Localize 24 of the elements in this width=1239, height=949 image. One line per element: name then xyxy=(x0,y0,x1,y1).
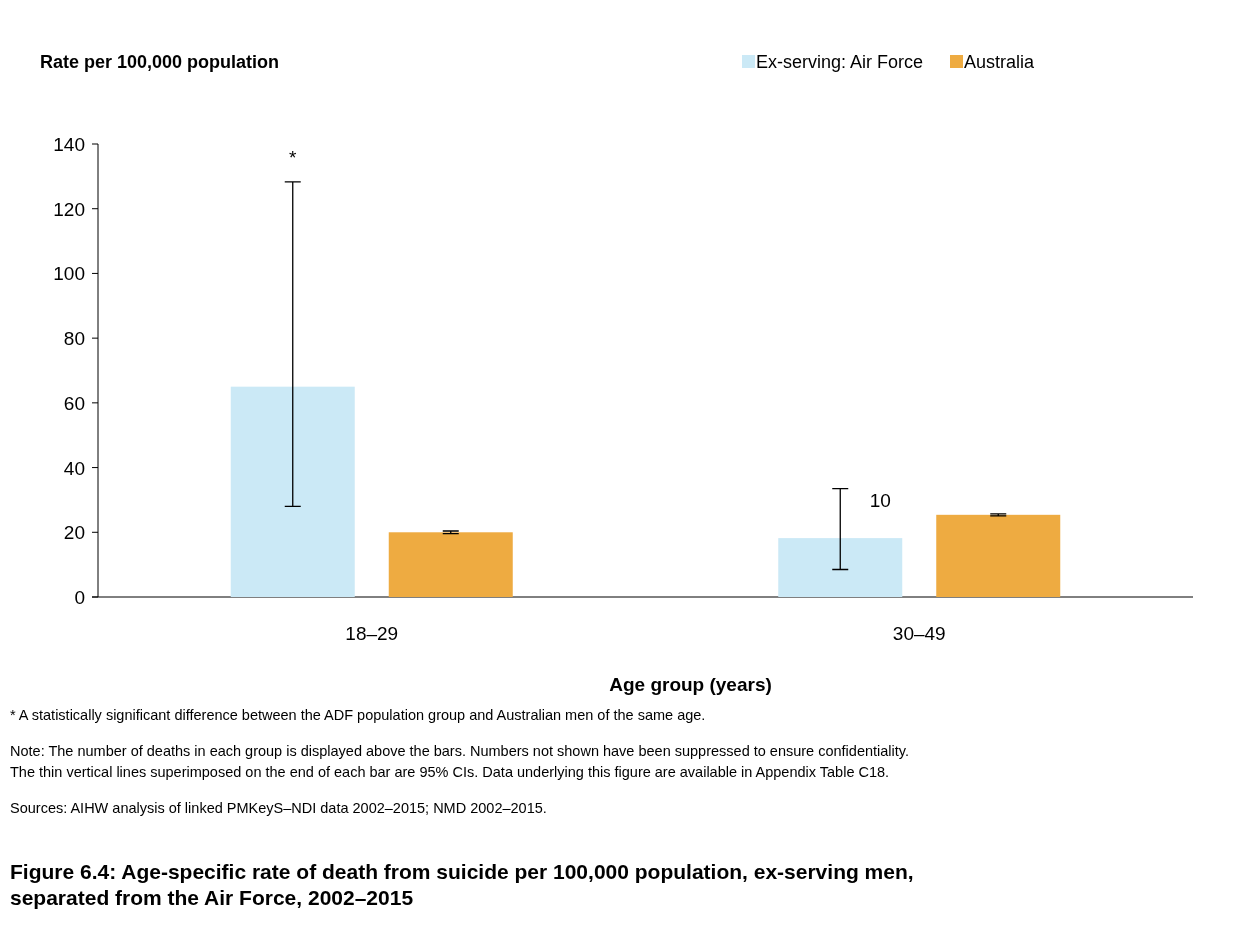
text: Note: The number of deaths in each group is displayed above the bars. Numbers not shown have been suppressed to ensure confidentiality. The thin vertical lines superimposed on the end of each bar are 95% CIs. Data underlying this figure are available in Appendix Table C18. xyxy=(10,743,910,780)
legend-label: Ex-serving: Air Force xyxy=(756,52,924,72)
x-axis-title: Age group (years) xyxy=(609,674,772,695)
y-tick-label: 20 xyxy=(63,522,85,544)
y-tick-label: 140 xyxy=(53,134,85,155)
y-tick-label: 0 xyxy=(74,587,85,608)
x-tick-label: 18–29 xyxy=(345,623,399,644)
y-tick-label: 120 xyxy=(53,198,85,220)
bar xyxy=(936,514,1061,597)
annotation: * xyxy=(289,146,298,168)
text: * A statistically significant difference between the ADF population group and Australian men of the same age. xyxy=(10,707,706,723)
text: Figure 6.4: Age-specific rate of death from suicide per 100,000 population, ex-serving men, separated from the Air Force, 2002–2015 xyxy=(10,860,914,909)
legend-label: Australia xyxy=(964,52,1036,72)
source-note: Sources: AIHW analysis of linked PMKeyS–NDI data 2002–2015; NMD 2002–2015. xyxy=(10,800,547,816)
y-tick-label: 80 xyxy=(63,328,85,350)
bar xyxy=(778,538,903,597)
y-tick-label: 40 xyxy=(63,457,85,479)
x-tick-label: 30–49 xyxy=(892,623,946,644)
bar xyxy=(230,386,355,597)
annotation: 10 xyxy=(869,490,891,512)
bar xyxy=(388,532,513,597)
y-tick-label: 60 xyxy=(63,392,85,414)
y-axis-title: Rate per 100,000 population xyxy=(40,52,280,72)
y-tick-label: 100 xyxy=(53,263,85,285)
